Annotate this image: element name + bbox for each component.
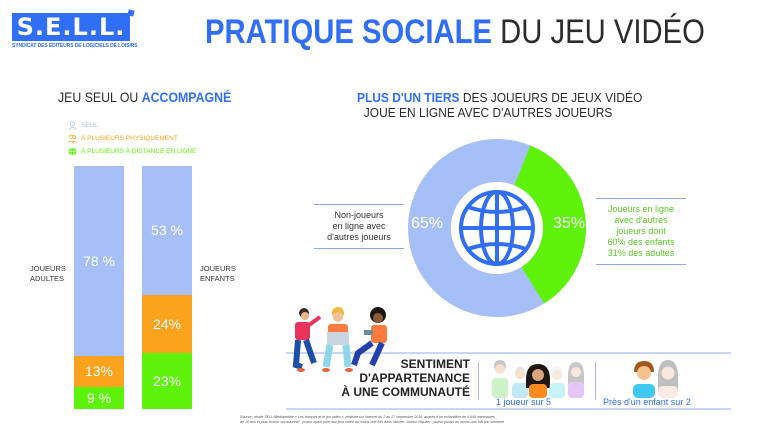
five-players-icon bbox=[492, 360, 584, 398]
logo-subtitle: SYNDICAT DES EDITEURS DE LOGICIELS DE LO… bbox=[12, 43, 138, 49]
callout-non-joueurs: Non-joueurs en ligne avec d'autres joueu… bbox=[314, 204, 404, 249]
left-title-plain: JEU SEUL OU bbox=[58, 89, 142, 105]
segment-en-ligne: 23% bbox=[142, 353, 192, 409]
right-title-rest: DES JOUEURS DE JEUX VIDÉO bbox=[459, 90, 643, 105]
source-note: Source : étude SELL/Médiamétrie « Les fr… bbox=[240, 415, 504, 425]
title-rest: DU JEU VIDÉO bbox=[492, 13, 705, 51]
bar-label-line: JOUEURS bbox=[30, 264, 66, 273]
segment-value: 78 % bbox=[83, 252, 115, 269]
bar-label-line: JOUEURS bbox=[200, 264, 236, 273]
sentiment-line: À UNE COMMUNAUTÉ bbox=[341, 385, 470, 399]
friends-illustration bbox=[292, 307, 387, 372]
bar-label-line: ADULTES bbox=[30, 273, 65, 283]
callout-joueurs-en-ligne: Joueurs en ligne avec d'autres joueurs d… bbox=[596, 198, 686, 265]
sentiment-heading: SENTIMENT D'APPARTENANCE À UNE COMMUNAUT… bbox=[341, 357, 470, 399]
legend-item-seul: SEUL bbox=[68, 119, 196, 132]
logo-text: S.E.L.L. bbox=[12, 13, 130, 41]
stat-one-in-five: 1 joueur sur 5 bbox=[496, 397, 552, 407]
donut-label-right: 35% bbox=[553, 215, 586, 232]
donut-title: PLUS D'UN TIERS DES JOUEURS DE JEUX VIDÉ… bbox=[357, 90, 642, 120]
sell-logo: S.E.L.L. SYNDICAT DES EDITEURS DE LOGICI… bbox=[6, 9, 138, 51]
segment-value: 23% bbox=[152, 373, 182, 390]
source-line: Source : étude SELL/Médiamétrie « Les fr… bbox=[240, 415, 495, 419]
legend-label: À PLUSIEURS PHYSIQUEMENT bbox=[81, 135, 178, 142]
sentiment-line: SENTIMENT bbox=[400, 357, 470, 371]
logo-square-mark bbox=[127, 9, 135, 17]
callout-line: Joueurs en ligne bbox=[607, 204, 675, 214]
divider bbox=[478, 362, 479, 400]
donut-chart bbox=[408, 139, 586, 317]
segment-value: 53 % bbox=[151, 222, 183, 239]
sentiment-line: D'APPARTENANCE bbox=[359, 371, 470, 385]
legend-item-en-ligne: À PLUSIEURS À DISTANCE EN LIGNE bbox=[68, 145, 196, 158]
callout-line: d'autres joueurs bbox=[327, 232, 391, 242]
bar-legend: SEUL À PLUSIEURS PHYSIQUEMENT À PLUSIEUR… bbox=[68, 119, 196, 158]
segment-seul: 78 % bbox=[74, 166, 124, 356]
page-title: PRATIQUE SOCIALE DU JEU VIDÉO bbox=[205, 13, 705, 51]
stacked-bar-title: JEU SEUL OU ACCOMPAGNÉ bbox=[58, 89, 231, 105]
donut-label-left: 65% bbox=[411, 215, 444, 232]
legend-item-physique: À PLUSIEURS PHYSIQUEMENT bbox=[68, 132, 196, 145]
callout-line: joueurs dont bbox=[616, 226, 666, 236]
segment-value: 24% bbox=[152, 315, 182, 332]
bar-label-adultes: JOUEURS ADULTES bbox=[30, 264, 66, 283]
band-top-line bbox=[286, 352, 731, 354]
callout-line: en ligne avec bbox=[332, 221, 386, 231]
callout-line: Non-joueurs bbox=[334, 210, 384, 220]
bar-adultes: 78 % 13% 9 % bbox=[74, 166, 124, 409]
legend-label: SEUL bbox=[81, 122, 98, 129]
divider bbox=[595, 362, 596, 400]
donut-slice-joueurs-en-ligne bbox=[408, 139, 586, 317]
segment-physique: 24% bbox=[142, 294, 192, 354]
person-icon bbox=[68, 121, 77, 130]
globe-icon bbox=[68, 147, 77, 156]
band-bottom-line bbox=[286, 408, 731, 410]
group-icon bbox=[68, 134, 77, 143]
right-title-bold: PLUS D'UN TIERS bbox=[357, 90, 460, 105]
segment-value: 13% bbox=[84, 363, 114, 380]
bar-label-enfants: JOUEURS ENFANTS bbox=[200, 264, 236, 283]
left-title-bold: ACCOMPAGNÉ bbox=[141, 89, 232, 105]
globe-icon bbox=[459, 190, 535, 266]
stat-one-in-two: Près d'un enfant sur 2 bbox=[603, 397, 691, 407]
bar-label-line: ENFANTS bbox=[200, 273, 235, 283]
callout-line: avec d'autres bbox=[614, 215, 668, 225]
segment-value: 9 % bbox=[86, 390, 112, 407]
child-parent-icon bbox=[633, 360, 678, 398]
source-line: de 10 ans et plus.Joueur occasionnel : j… bbox=[240, 420, 504, 424]
callout-line: 60% des enfants bbox=[607, 237, 675, 247]
callout-line: 31% des adultes bbox=[607, 248, 675, 258]
segment-seul: 53 % bbox=[142, 166, 192, 295]
bar-enfants: 53 % 24% 23% bbox=[142, 166, 192, 409]
legend-label: À PLUSIEURS À DISTANCE EN LIGNE bbox=[81, 148, 197, 155]
segment-en-ligne: 9 % bbox=[74, 387, 124, 409]
segment-physique: 13% bbox=[74, 355, 124, 388]
right-title-line2: JOUE EN LIGNE AVEC D'AUTRES JOUEURS bbox=[363, 105, 613, 120]
title-bold: PRATIQUE SOCIALE bbox=[205, 13, 493, 51]
